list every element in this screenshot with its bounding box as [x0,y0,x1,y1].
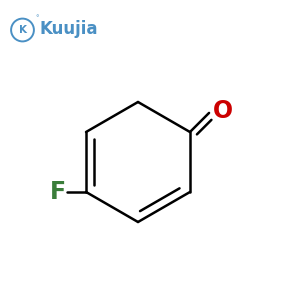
Text: F: F [50,180,66,204]
Text: Kuujia: Kuujia [39,20,98,38]
Text: °: ° [35,16,39,22]
Text: K: K [19,25,26,35]
Text: O: O [213,99,233,123]
